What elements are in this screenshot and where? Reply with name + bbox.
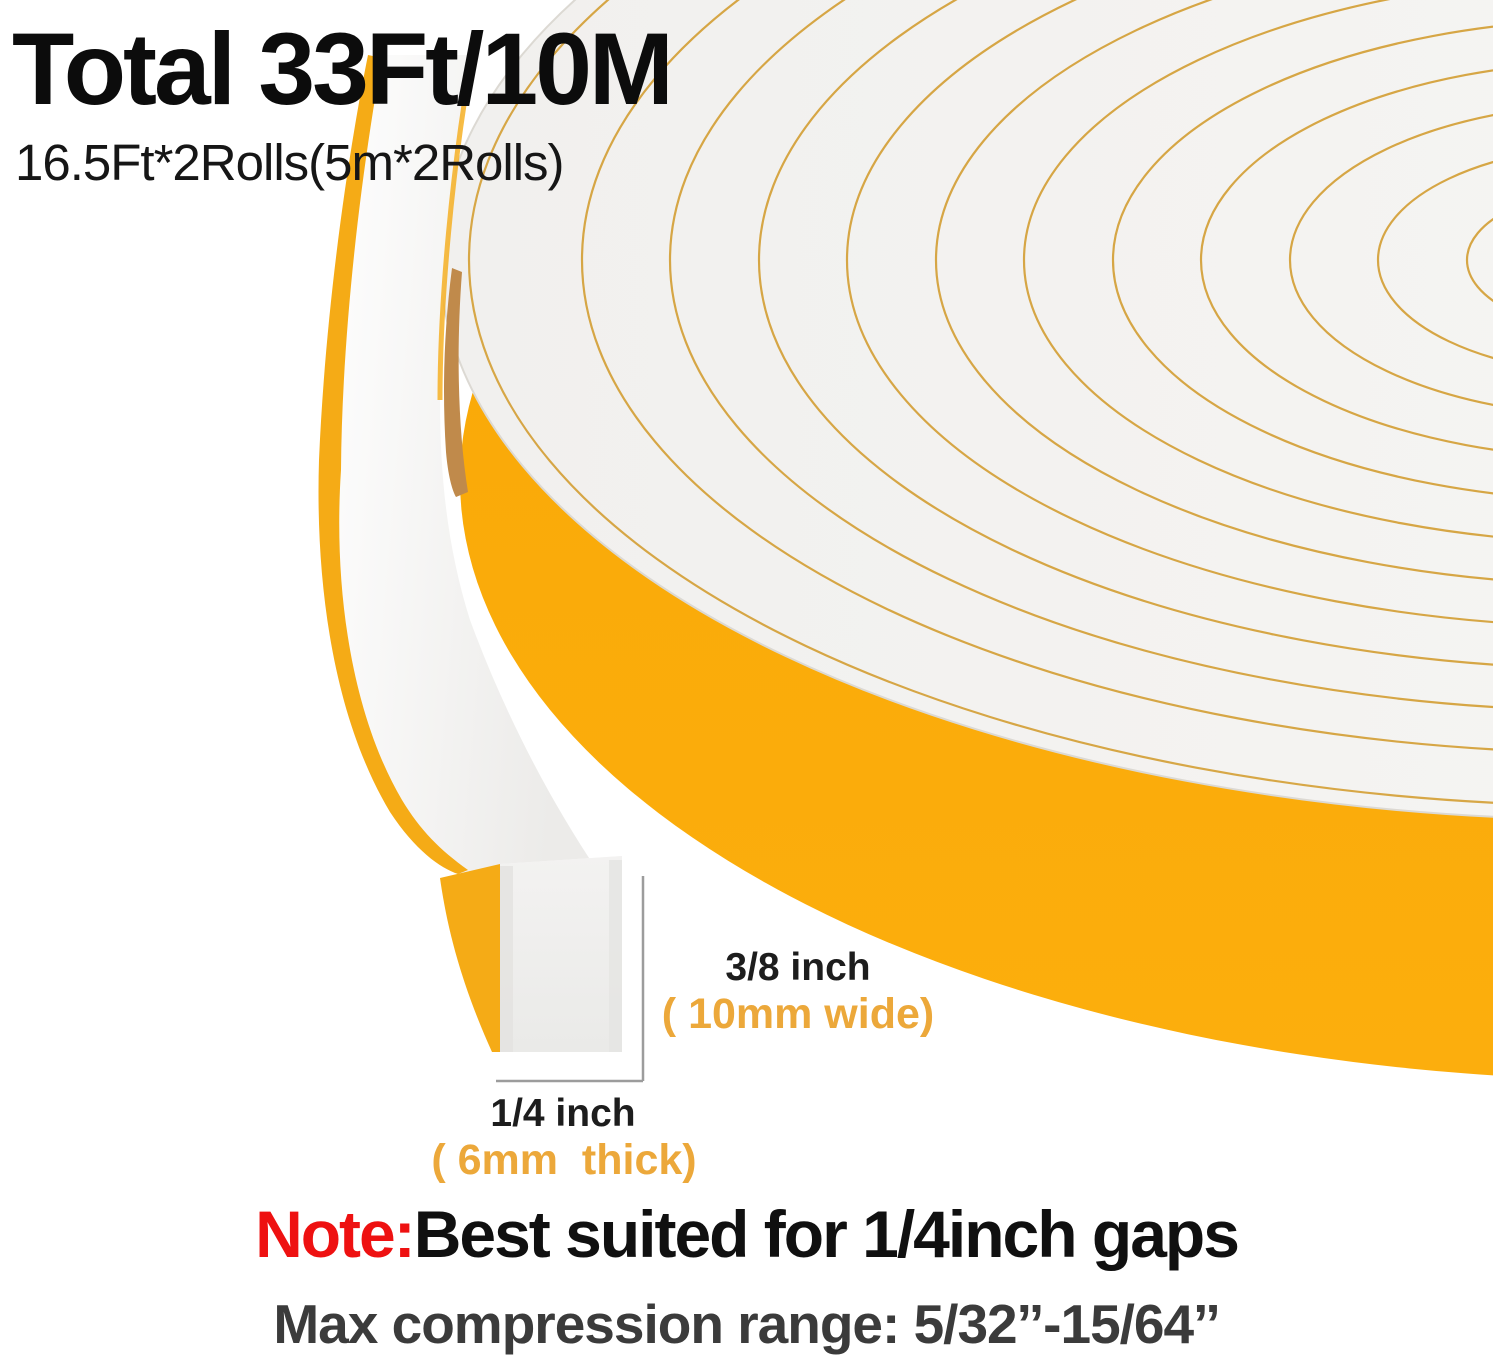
- roll-count-subtitle: 16.5Ft*2Rolls(5m*2Rolls): [15, 134, 565, 191]
- thickness-dimension-metric: ( 6mm thick): [431, 1136, 697, 1184]
- unwound-tape-strip: [318, 55, 597, 874]
- dimension-bracket: [496, 876, 645, 1083]
- roll-spiral-rings: [468, 0, 1493, 804]
- thickness-dimension-label: 1/4 inch: [490, 1092, 636, 1135]
- note-text: Best suited for 1/4inch gaps: [413, 1197, 1240, 1271]
- width-dimension-label: 3/8 inch: [725, 946, 871, 989]
- width-dimension-metric: ( 10mm wide): [661, 990, 935, 1038]
- cross-section-adhesive-side: [440, 864, 500, 1052]
- product-title: Total 33Ft/10M: [12, 12, 674, 126]
- tape-cross-section: [440, 856, 622, 1052]
- note-prefix: Note:: [255, 1197, 416, 1271]
- note-line: Note:Best suited for 1/4inch gaps: [0, 1197, 1493, 1271]
- strip-right-edge-highlight: [437, 54, 475, 401]
- compression-range-text: Max compression range: 5/32’’-15/64’’: [273, 1293, 1220, 1355]
- peel-sliver: [444, 268, 468, 497]
- cross-section-foam-face: [500, 856, 622, 1052]
